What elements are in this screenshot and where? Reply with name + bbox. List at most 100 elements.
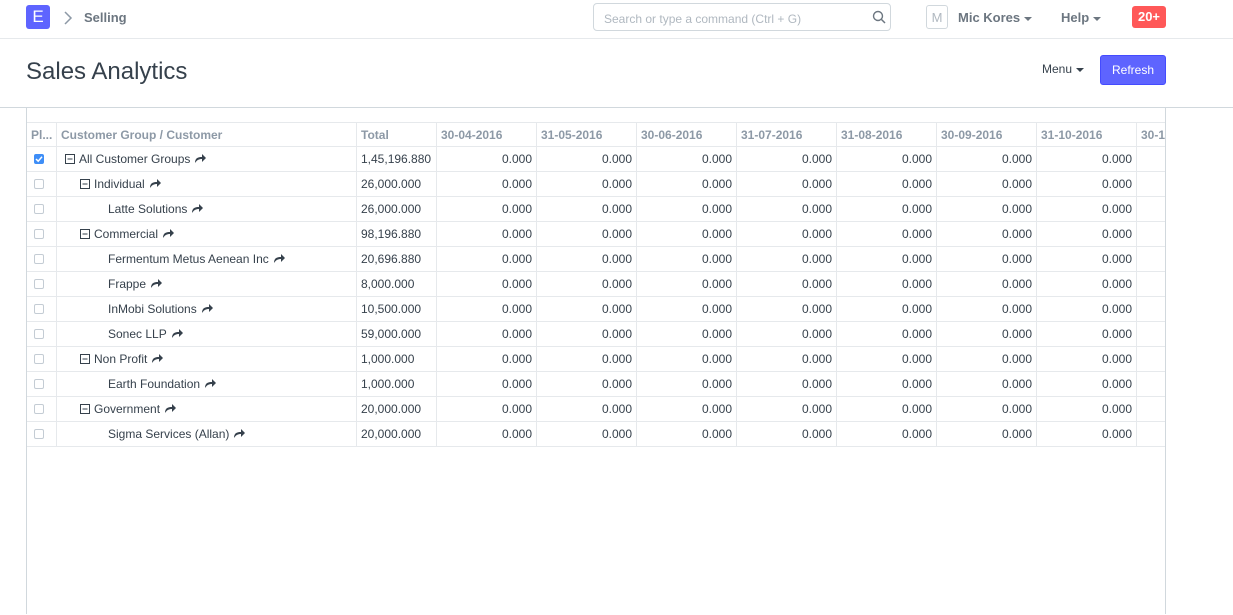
select-cell <box>27 222 57 247</box>
value-cell: 0.000 <box>637 372 737 397</box>
breadcrumb[interactable]: Selling <box>84 10 127 25</box>
select-cell <box>27 197 57 222</box>
notifications[interactable]: 20+ <box>1132 6 1166 28</box>
column-header[interactable]: 31-10-2016 <box>1037 122 1137 147</box>
column-header[interactable]: 30-04-2016 <box>437 122 537 147</box>
collapse-toggle[interactable] <box>65 154 75 164</box>
open-link-icon[interactable] <box>191 203 204 214</box>
name-cell: Sonec LLP <box>57 322 357 347</box>
row-name: Commercial <box>94 227 159 241</box>
total-cell: 1,000.000 <box>357 372 437 397</box>
column-header[interactable]: 31-07-2016 <box>737 122 837 147</box>
navbar: E Selling Search or type a command (Ctrl… <box>0 0 1233 39</box>
collapse-toggle[interactable] <box>80 179 90 189</box>
user-menu[interactable]: Mic Kores <box>958 10 1033 25</box>
column-header[interactable]: 31-05-2016 <box>537 122 637 147</box>
name-cell: Frappe <box>57 272 357 297</box>
name-cell: All Customer Groups <box>57 147 357 172</box>
value-cell: 0.000 <box>437 347 537 372</box>
value-cell: 0.000 <box>637 422 737 447</box>
value-cell: 0.000 <box>737 297 837 322</box>
open-link-icon[interactable] <box>164 403 177 414</box>
row-checkbox[interactable] <box>34 404 44 414</box>
value-cell: 0.000 <box>737 247 837 272</box>
value-cell: 0.000 <box>637 197 737 222</box>
name-cell: Non Profit <box>57 347 357 372</box>
value-cell <box>1137 172 1165 197</box>
page-title: Sales Analytics <box>26 58 188 85</box>
value-cell <box>1137 247 1165 272</box>
open-link-icon[interactable] <box>149 178 162 189</box>
value-cell: 0.000 <box>537 397 637 422</box>
total-cell: 59,000.000 <box>357 322 437 347</box>
value-cell: 0.000 <box>937 247 1037 272</box>
value-cell: 0.000 <box>737 397 837 422</box>
value-cell: 0.000 <box>537 247 637 272</box>
row-checkbox[interactable] <box>34 229 44 239</box>
name-cell: Individual <box>57 172 357 197</box>
row-checkbox[interactable] <box>34 379 44 389</box>
row-checkbox[interactable] <box>34 429 44 439</box>
column-header[interactable]: 30-06-2016 <box>637 122 737 147</box>
check-mark <box>35 156 43 163</box>
value-cell: 0.000 <box>937 422 1037 447</box>
user-avatar[interactable]: M <box>926 5 948 29</box>
row-checkbox[interactable] <box>34 179 44 189</box>
value-cell: 0.000 <box>937 147 1037 172</box>
value-cell: 0.000 <box>437 297 537 322</box>
column-header[interactable]: 30-09-2016 <box>937 122 1037 147</box>
value-cell <box>1137 397 1165 422</box>
help-menu[interactable]: Help <box>1061 10 1102 25</box>
column-header[interactable]: Customer Group / Customer <box>57 122 357 147</box>
row-checkbox[interactable] <box>34 154 44 164</box>
row-checkbox[interactable] <box>34 354 44 364</box>
total-cell: 10,500.000 <box>357 297 437 322</box>
row-checkbox[interactable] <box>34 279 44 289</box>
open-link-icon[interactable] <box>233 428 246 439</box>
value-cell: 0.000 <box>437 247 537 272</box>
app-logo[interactable]: E <box>26 5 50 29</box>
open-link-icon[interactable] <box>162 228 175 239</box>
open-link-icon[interactable] <box>151 353 164 364</box>
collapse-toggle[interactable] <box>80 404 90 414</box>
open-link-icon[interactable] <box>194 153 207 164</box>
menu-button[interactable]: Menu <box>1042 62 1085 76</box>
column-header[interactable]: 30-11-2016 <box>1137 122 1165 147</box>
row-name: Latte Solutions <box>108 202 188 216</box>
open-link-icon[interactable] <box>273 253 286 264</box>
column-header[interactable]: 31-08-2016 <box>837 122 937 147</box>
row-checkbox[interactable] <box>34 329 44 339</box>
collapse-toggle[interactable] <box>80 229 90 239</box>
row-checkbox[interactable] <box>34 304 44 314</box>
value-cell: 0.000 <box>837 372 937 397</box>
row-checkbox[interactable] <box>34 254 44 264</box>
open-link-icon[interactable] <box>204 378 217 389</box>
help-label: Help <box>1061 10 1090 25</box>
value-cell <box>1137 197 1165 222</box>
row-checkbox[interactable] <box>34 204 44 214</box>
value-cell <box>1137 297 1165 322</box>
refresh-button[interactable]: Refresh <box>1100 55 1166 85</box>
value-cell <box>1137 147 1165 172</box>
breadcrumb-chevron <box>64 11 73 25</box>
search-icon <box>872 10 886 24</box>
column-header[interactable]: Total <box>357 122 437 147</box>
value-cell: 0.000 <box>1037 347 1137 372</box>
column-header[interactable]: Pl... <box>27 122 57 147</box>
open-link-icon[interactable] <box>201 303 214 314</box>
value-cell: 0.000 <box>837 197 937 222</box>
report-grid: Pl... Customer Group / Customer Total 30-04… <box>26 107 1166 614</box>
open-link-icon[interactable] <box>150 278 163 289</box>
name-cell: Government <box>57 397 357 422</box>
name-cell: Commercial <box>57 222 357 247</box>
value-cell: 0.000 <box>837 222 937 247</box>
name-cell: Latte Solutions <box>57 197 357 222</box>
search-box[interactable]: Search or type a command (Ctrl + G) <box>593 3 891 31</box>
value-cell: 0.000 <box>637 397 737 422</box>
value-cell: 0.000 <box>737 147 837 172</box>
open-link-icon[interactable] <box>171 328 184 339</box>
value-cell: 0.000 <box>437 422 537 447</box>
collapse-toggle[interactable] <box>80 354 90 364</box>
select-cell <box>27 422 57 447</box>
